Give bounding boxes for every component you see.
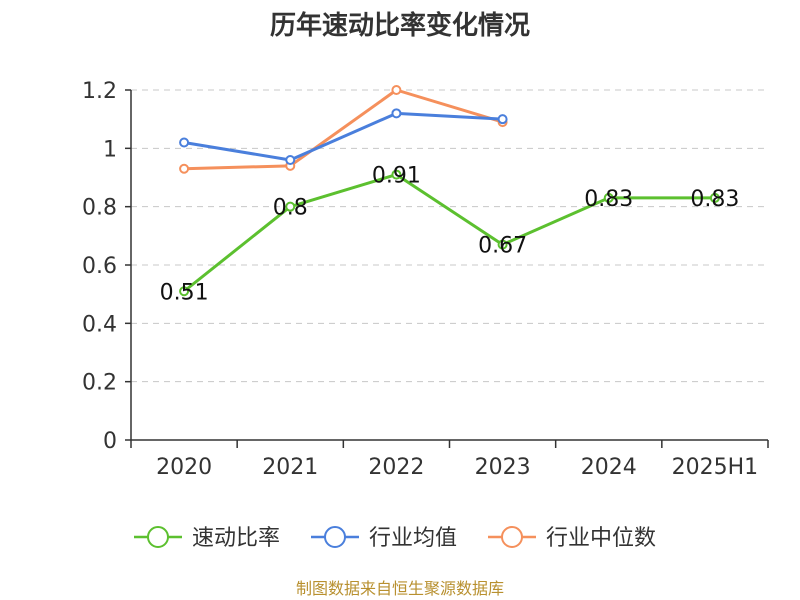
y-tick-label: 0.2 <box>82 371 117 396</box>
data-label: 0.91 <box>372 164 421 189</box>
legend-label: 行业中位数 <box>546 526 656 551</box>
source-note: 制图数据来自恒生聚源数据库 <box>296 579 504 598</box>
data-point <box>709 192 720 203</box>
data-point <box>391 85 402 95</box>
data-point <box>285 201 296 212</box>
y-tick-label: 0 <box>103 429 117 454</box>
series-line-0 <box>183 173 715 293</box>
data-labels: 0.51 0.8 0.91 0.67 0.83 0.83 <box>160 164 740 306</box>
data-label: 0.83 <box>690 187 739 212</box>
y-tick-label: 0.8 <box>82 196 117 221</box>
legend-marker <box>501 526 523 548</box>
x-tick-label: 2023 <box>475 455 531 480</box>
legend-item-2: 行业中位数 <box>488 526 656 551</box>
legend-item-1: 行业均值 <box>311 526 457 551</box>
series-lines <box>179 85 720 297</box>
data-point <box>497 239 508 250</box>
data-label: 0.8 <box>273 196 308 221</box>
legend-item-0: 速动比率 <box>134 526 280 551</box>
data-label: 0.67 <box>478 234 527 259</box>
y-tick-label: 1.2 <box>82 79 117 104</box>
y-tick-label: 0.4 <box>82 312 117 337</box>
data-point <box>179 163 190 174</box>
legend-marker <box>324 526 346 548</box>
y-tick-label: 1 <box>103 137 117 162</box>
data-point <box>603 192 614 203</box>
legend-marker <box>147 526 169 548</box>
data-label: 0.51 <box>160 280 209 305</box>
x-tick-label: 2024 <box>581 455 637 480</box>
legend: 速动比率 行业均值 行业中位数 <box>134 526 656 551</box>
series-line-1 <box>183 111 503 162</box>
legend-label: 速动比率 <box>192 526 280 551</box>
x-tick-label: 2022 <box>368 455 424 480</box>
x-tick-label: 2020 <box>156 455 212 480</box>
grid-lines <box>131 89 768 383</box>
chart-title: 历年速动比率变化情况 <box>270 10 530 41</box>
data-point <box>391 108 402 119</box>
data-point <box>391 169 402 180</box>
y-tick-label: 0.6 <box>82 254 117 279</box>
x-tick-label: 2025H1 <box>672 455 759 480</box>
data-point <box>179 286 190 297</box>
series-line-2 <box>184 88 504 171</box>
data-point <box>179 137 190 148</box>
data-label: 0.83 <box>584 187 633 212</box>
axes: 0 0.2 0.4 0.6 0.8 1 1.2 2020 2021 2022 2023 2024 202… <box>82 79 769 480</box>
data-point <box>497 114 508 125</box>
x-tick-label: 2021 <box>262 455 318 480</box>
data-point <box>285 155 296 165</box>
legend-label: 行业均值 <box>369 526 457 551</box>
